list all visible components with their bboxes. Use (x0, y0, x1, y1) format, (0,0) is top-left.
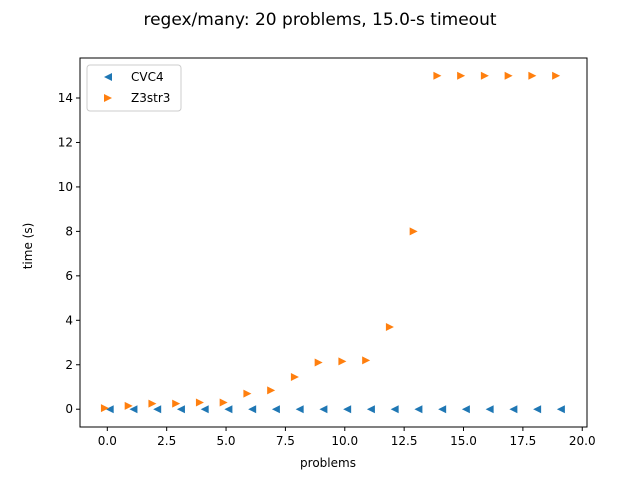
x-tick-label: 7.5 (276, 434, 295, 448)
data-point (248, 405, 257, 414)
data-point (409, 227, 418, 236)
data-point (366, 405, 375, 414)
data-point (200, 405, 209, 414)
data-point (148, 399, 157, 408)
y-axis-ticks: 0 2 4 6 8 10 12 14 (58, 91, 80, 416)
data-point (438, 405, 447, 414)
data-point (509, 405, 518, 414)
legend-marker (104, 94, 112, 102)
data-point (224, 405, 233, 414)
y-tick-label: 10 (58, 180, 73, 194)
data-point (314, 358, 323, 367)
data-point (267, 386, 276, 395)
data-point (219, 398, 228, 407)
data-point (433, 71, 442, 80)
data-point (100, 404, 109, 413)
y-tick-label: 8 (65, 224, 73, 238)
data-point (153, 405, 162, 414)
data-point (528, 71, 537, 80)
data-point (271, 405, 280, 414)
legend-label: CVC4 (131, 70, 164, 84)
legend: CVC4 Z3str3 (86, 64, 182, 112)
series-layer (100, 71, 565, 414)
x-tick-label: 2.5 (157, 434, 176, 448)
y-tick-label: 14 (58, 91, 73, 105)
x-axis-label: problems (300, 456, 356, 470)
data-point (533, 405, 542, 414)
data-point (124, 401, 133, 410)
x-tick-label: 17.5 (510, 434, 537, 448)
data-point (362, 356, 371, 365)
data-point (129, 405, 138, 414)
x-tick-label: 12.5 (391, 434, 418, 448)
data-point (172, 399, 181, 408)
data-point (105, 405, 114, 414)
x-tick-label: 5.0 (216, 434, 235, 448)
series-1 (100, 71, 561, 413)
data-point (390, 405, 399, 414)
data-point (319, 405, 328, 414)
data-point (176, 405, 185, 414)
x-tick-label: 0.0 (98, 434, 117, 448)
data-point (504, 71, 513, 80)
data-point (480, 71, 489, 80)
data-point (290, 372, 299, 381)
y-tick-label: 12 (58, 135, 73, 149)
y-tick-label: 2 (65, 358, 73, 372)
data-point (552, 71, 561, 80)
data-point (295, 405, 304, 414)
data-point (243, 389, 252, 398)
x-tick-label: 10.0 (331, 434, 358, 448)
data-point (457, 71, 466, 80)
data-point (556, 405, 565, 414)
plot-frame (79, 57, 588, 428)
data-point (385, 322, 394, 331)
plot-area (79, 57, 588, 428)
y-tick-label: 0 (65, 402, 73, 416)
series-0 (105, 405, 565, 414)
x-tick-label: 15.0 (450, 434, 477, 448)
data-point (338, 357, 347, 366)
x-axis-ticks: 0.0 2.5 5.0 7.5 10.0 12.5 15.0 17.5 20.0 (98, 427, 596, 448)
data-point (485, 405, 494, 414)
chart-title: regex/many: 20 problems, 15.0-s timeout (143, 10, 496, 30)
data-point (461, 405, 470, 414)
data-point (195, 398, 204, 407)
legend-label: Z3str3 (131, 91, 170, 105)
data-point (414, 405, 423, 414)
x-tick-label: 20.0 (569, 434, 596, 448)
y-tick-label: 6 (65, 269, 73, 283)
data-point (343, 405, 352, 414)
y-axis-label: time (s) (21, 223, 35, 270)
y-tick-label: 4 (65, 313, 73, 327)
legend-marker (104, 73, 112, 81)
